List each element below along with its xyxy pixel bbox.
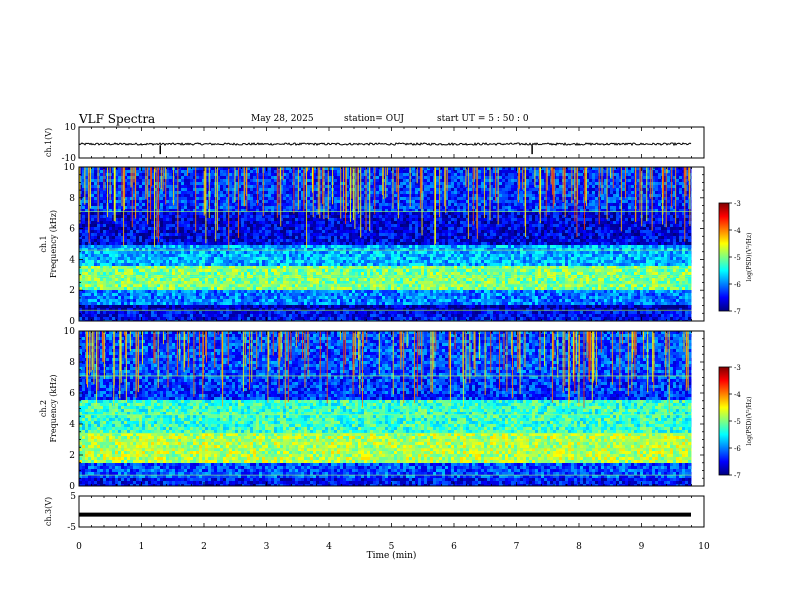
y-tick-label: 10 bbox=[64, 327, 76, 337]
panel-frame bbox=[78, 126, 705, 159]
y-axis-label: ch.3(V) bbox=[44, 497, 53, 526]
x-tick-label: 8 bbox=[576, 542, 582, 552]
x-tick-label: 3 bbox=[264, 542, 270, 552]
y-axis-channel-label: ch.2 bbox=[39, 400, 48, 417]
panel-frame bbox=[78, 495, 705, 528]
ch2-spectrogram bbox=[78, 331, 692, 486]
y-axis-label: ch.1(V) bbox=[44, 128, 53, 157]
start-time-label: start UT = 5 : 50 : 0 bbox=[437, 114, 529, 124]
y-tick-label: 6 bbox=[69, 225, 75, 235]
x-tick-label: 1 bbox=[139, 542, 145, 552]
y-tick-label: 0 bbox=[69, 482, 75, 492]
x-tick-label: 10 bbox=[698, 542, 710, 552]
y-tick-label: 4 bbox=[69, 255, 75, 265]
y-axis-label: Frequency (kHz) bbox=[49, 210, 58, 278]
y-axis-channel-label: ch.1 bbox=[39, 235, 48, 252]
colorbar-tick-label: -5 bbox=[734, 254, 741, 262]
x-axis-label: Time (min) bbox=[367, 550, 417, 561]
x-tick-label: 6 bbox=[451, 542, 457, 552]
colorbar-tick-label: -5 bbox=[734, 418, 741, 426]
colorbar-label: log(PSD)(V²/Hz) bbox=[746, 397, 753, 446]
colorbar-tick-label: -7 bbox=[734, 472, 741, 480]
colorbar-tick-label: -6 bbox=[734, 445, 741, 453]
colorbar-tick-label: -3 bbox=[734, 364, 741, 372]
colorbar-tick-label: -3 bbox=[734, 200, 741, 208]
y-tick-label: 8 bbox=[69, 194, 75, 204]
y-tick-label: 0 bbox=[69, 317, 75, 327]
station-label: station= OUJ bbox=[344, 114, 404, 124]
colorbar bbox=[718, 366, 730, 476]
y-tick-label: 8 bbox=[69, 358, 75, 368]
x-tick-label: 7 bbox=[514, 542, 520, 552]
ch1-spectrogram bbox=[79, 167, 692, 321]
x-tick-label: 0 bbox=[76, 542, 82, 552]
y-tick-label: 4 bbox=[69, 420, 75, 430]
waveform-line-ch1 bbox=[78, 142, 692, 147]
x-tick-label: 9 bbox=[639, 542, 645, 552]
colorbar-tick-label: -4 bbox=[734, 227, 741, 235]
y-tick-label: 6 bbox=[69, 389, 75, 399]
y-tick-label: -10 bbox=[62, 154, 77, 164]
colorbar-tick-label: -4 bbox=[734, 391, 741, 399]
y-tick-label: 10 bbox=[65, 123, 77, 133]
colorbar-tick-label: -6 bbox=[734, 281, 741, 289]
x-tick-label: 4 bbox=[326, 542, 332, 552]
y-axis-label: Frequency (kHz) bbox=[49, 374, 58, 442]
x-tick-label: 5 bbox=[389, 542, 395, 552]
x-tick-label: 2 bbox=[201, 542, 207, 552]
colorbar-label: log(PSD)(V²/Hz) bbox=[746, 233, 753, 282]
y-tick-label: 2 bbox=[69, 286, 75, 296]
plot-title: VLF Spectra bbox=[79, 112, 155, 126]
y-tick-label: 5 bbox=[70, 492, 76, 502]
y-tick-label: 2 bbox=[69, 451, 75, 461]
y-tick-label: -5 bbox=[67, 523, 76, 533]
date-label: May 28, 2025 bbox=[251, 114, 314, 124]
colorbar-tick-label: -7 bbox=[734, 308, 741, 316]
colorbar bbox=[718, 202, 730, 312]
y-tick-label: 10 bbox=[64, 163, 76, 173]
